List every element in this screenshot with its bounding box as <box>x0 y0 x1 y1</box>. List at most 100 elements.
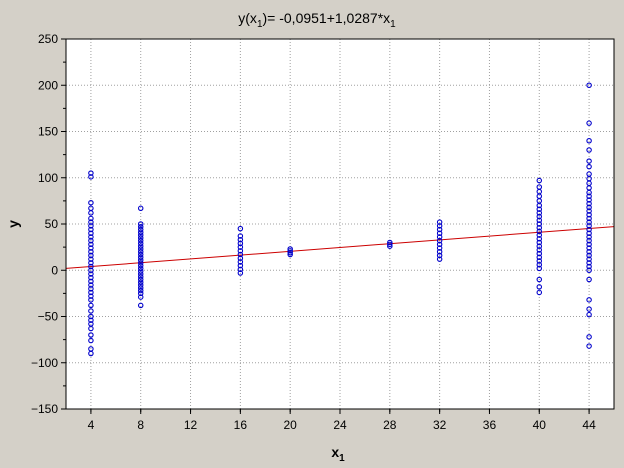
data-point <box>137 285 144 291</box>
y-tick-label: −100 <box>31 356 58 370</box>
data-point <box>137 240 144 247</box>
data-point <box>586 189 592 196</box>
data-point <box>586 334 592 340</box>
data-point <box>88 230 94 237</box>
data-point <box>137 290 144 297</box>
x-tick-label: 16 <box>234 418 248 432</box>
data-point <box>536 261 543 268</box>
data-point <box>237 225 244 232</box>
data-point <box>586 120 592 126</box>
data-point <box>586 237 592 244</box>
data-point <box>287 249 293 256</box>
data-point <box>88 210 94 216</box>
data-point <box>586 219 592 225</box>
data-point <box>586 306 592 312</box>
data-point <box>237 236 244 243</box>
data-point <box>137 257 144 263</box>
data-point <box>88 234 94 240</box>
data-point <box>586 197 592 203</box>
data-point <box>586 82 592 89</box>
data-point <box>88 325 94 332</box>
data-point <box>387 241 393 248</box>
data-point <box>586 226 592 233</box>
x-tick-label: 28 <box>383 418 397 432</box>
y-tick-label: 200 <box>38 78 58 92</box>
data-point <box>88 249 94 255</box>
data-point <box>88 337 94 344</box>
x-tick-label: 40 <box>533 418 547 432</box>
data-point <box>586 234 592 240</box>
data-point <box>237 270 244 276</box>
data-point <box>436 256 443 262</box>
data-point <box>287 248 293 254</box>
data-point <box>137 287 144 294</box>
data-point <box>88 256 94 262</box>
data-point <box>436 223 443 229</box>
data-point <box>88 274 94 281</box>
data-point <box>137 251 144 258</box>
data-point <box>137 246 144 252</box>
data-point <box>586 147 592 153</box>
data-point <box>586 215 592 222</box>
data-point <box>586 193 592 200</box>
data-point <box>436 230 443 237</box>
data-point <box>88 282 94 288</box>
data-point <box>137 268 144 274</box>
data-point <box>137 229 144 236</box>
data-point <box>137 235 144 241</box>
y-tick-label: 100 <box>38 171 58 185</box>
data-point <box>137 260 144 266</box>
data-point <box>88 170 94 176</box>
x-axis-title: x1 <box>331 444 345 464</box>
data-point <box>586 212 592 218</box>
x-tick-label: 20 <box>284 418 298 432</box>
data-point <box>287 251 293 258</box>
data-point <box>137 224 144 230</box>
data-point <box>137 279 144 286</box>
data-point <box>88 219 94 225</box>
y-tick-label: −50 <box>38 310 59 324</box>
x-tick-label: 12 <box>184 418 198 432</box>
data-point <box>137 232 144 238</box>
data-point <box>586 263 592 270</box>
y-tick-label: −150 <box>31 402 58 416</box>
data-point <box>88 313 94 320</box>
x-axis-title-main: x <box>331 444 339 460</box>
data-point <box>536 265 543 272</box>
data-point <box>137 271 144 277</box>
data-point <box>586 163 592 170</box>
data-point <box>586 276 592 283</box>
data-point <box>536 210 543 216</box>
y-axis-title: y <box>5 220 21 228</box>
y-tick-label: 150 <box>38 125 58 139</box>
x-tick-label: 32 <box>433 418 447 432</box>
data-point <box>88 241 94 248</box>
data-point <box>88 199 94 206</box>
data-point <box>536 284 543 290</box>
data-point <box>436 237 443 244</box>
data-point <box>436 219 443 225</box>
data-point <box>436 241 443 248</box>
data-point <box>536 221 543 227</box>
data-point <box>436 252 443 259</box>
data-point <box>586 241 592 248</box>
data-point <box>237 248 244 254</box>
data-point <box>237 244 244 250</box>
data-point <box>536 258 543 264</box>
data-point <box>137 276 144 283</box>
data-point <box>586 158 592 164</box>
data-point <box>536 254 543 261</box>
data-point <box>88 237 94 244</box>
data-point <box>586 256 592 262</box>
data-point <box>88 271 94 277</box>
data-point <box>88 245 94 251</box>
chart-title-sub2: 1 <box>390 19 396 30</box>
data-point <box>586 311 592 318</box>
data-point <box>88 293 94 299</box>
data-point <box>536 276 543 283</box>
data-point <box>536 202 543 209</box>
data-point <box>536 289 543 296</box>
data-point <box>137 249 144 255</box>
data-point <box>586 249 592 255</box>
